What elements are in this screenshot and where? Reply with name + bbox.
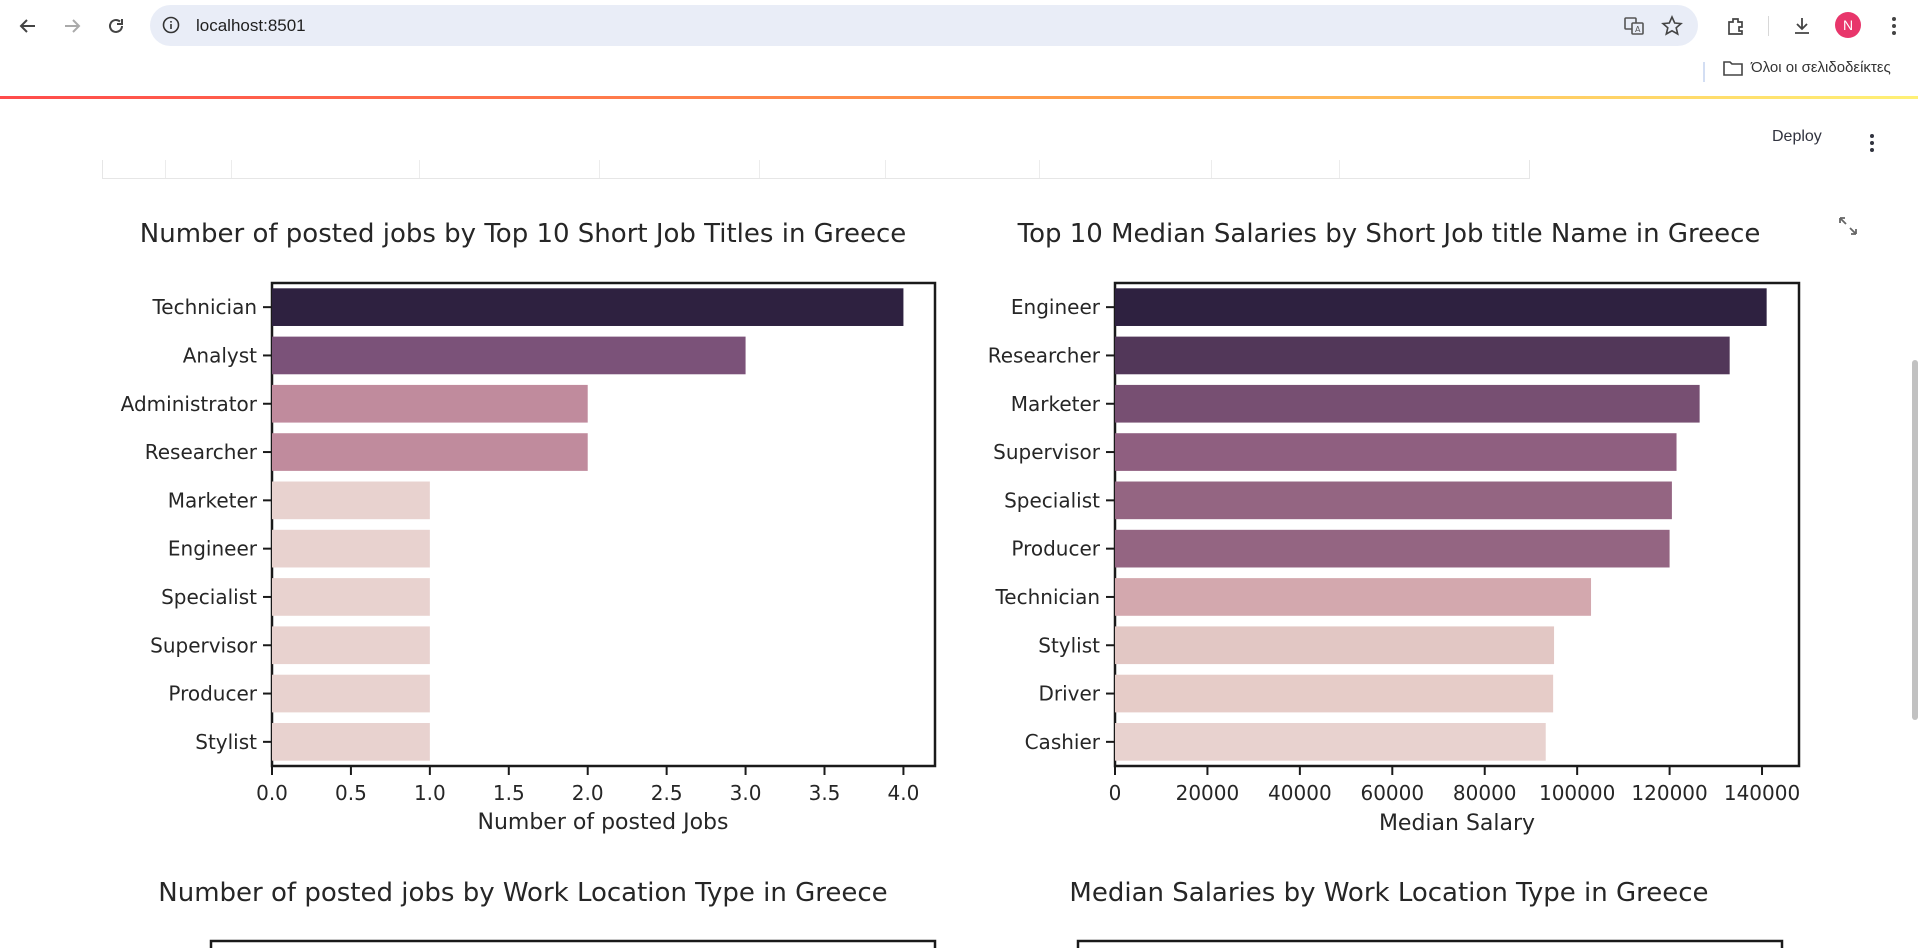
arrow-right-icon xyxy=(65,19,81,33)
y-tick-label: Engineer xyxy=(1011,295,1101,319)
y-tick-label: Supervisor xyxy=(150,633,258,657)
y-tick-label: Cashier xyxy=(1025,730,1101,754)
bar xyxy=(1115,384,1700,423)
download-icon[interactable] xyxy=(1788,12,1816,40)
y-tick-label: Producer xyxy=(1011,537,1100,561)
y-tick-label: Technician xyxy=(994,585,1100,609)
section-title-work-location-count: Number of posted jobs by Work Location T… xyxy=(158,878,887,908)
extensions-icon[interactable] xyxy=(1722,12,1750,40)
chart-title: Top 10 Median Salaries by Short Job titl… xyxy=(1017,219,1761,249)
bar xyxy=(1115,336,1730,375)
bar xyxy=(272,384,588,423)
all-bookmarks-label: Όλοι οι σελιδοδείκτες xyxy=(1751,59,1891,76)
app-decoration-line xyxy=(0,96,1918,99)
x-tick-label: 0.0 xyxy=(256,781,288,805)
profile-avatar[interactable]: N xyxy=(1835,12,1861,38)
next-chart-frame-right xyxy=(1076,939,1784,948)
reload-icon xyxy=(109,18,123,33)
bar xyxy=(272,626,430,665)
y-tick-label: Researcher xyxy=(145,440,258,464)
x-tick-label: 120000 xyxy=(1631,781,1707,805)
bar xyxy=(272,674,430,713)
y-tick-label: Specialist xyxy=(1004,488,1100,512)
star-icon[interactable] xyxy=(1660,14,1684,38)
chart-median-salary-by-title: Top 10 Median Salaries by Short Job titl… xyxy=(988,219,1801,836)
x-axis-label: Number of posted Jobs xyxy=(478,810,729,835)
bookmarks-bar xyxy=(0,52,1918,96)
y-tick-label: Analyst xyxy=(183,343,257,367)
bar xyxy=(272,433,588,471)
bookmarks-separator xyxy=(1703,62,1705,82)
bar xyxy=(272,481,430,520)
toolbar-divider xyxy=(1768,16,1769,36)
bar xyxy=(1115,288,1767,326)
address-bar[interactable]: localhost:8501 A xyxy=(150,5,1698,46)
forward-button[interactable] xyxy=(56,10,88,42)
y-tick-label: Marketer xyxy=(1011,392,1101,416)
x-tick-label: 2.5 xyxy=(651,781,683,805)
folder-icon xyxy=(1723,60,1743,76)
x-tick-label: 0.5 xyxy=(335,781,367,805)
x-tick-label: 0 xyxy=(1109,781,1122,805)
bar xyxy=(272,578,430,616)
bar xyxy=(1115,481,1672,520)
bar xyxy=(272,336,746,375)
all-bookmarks-folder[interactable]: Όλοι οι σελιδοδείκτες xyxy=(1723,59,1891,76)
x-tick-label: 140000 xyxy=(1724,781,1800,805)
x-tick-label: 40000 xyxy=(1268,781,1332,805)
browser-toolbar: localhost:8501 A N xyxy=(0,0,1918,50)
y-tick-label: Stylist xyxy=(195,730,257,754)
svg-text:A: A xyxy=(1635,25,1641,34)
chart-jobs-by-title: Number of posted jobs by Top 10 Short Jo… xyxy=(121,219,937,835)
y-tick-label: Stylist xyxy=(1038,633,1100,657)
page-scrollbar[interactable] xyxy=(1912,360,1918,720)
site-info-icon[interactable] xyxy=(161,15,181,35)
chart-title: Number of posted jobs by Top 10 Short Jo… xyxy=(140,219,906,249)
app-menu-button[interactable] xyxy=(1862,128,1882,158)
bar xyxy=(272,529,430,568)
y-tick-label: Researcher xyxy=(988,343,1101,367)
x-tick-label: 4.0 xyxy=(888,781,920,805)
bar xyxy=(1115,723,1546,761)
x-tick-label: 1.5 xyxy=(493,781,525,805)
x-axis-label: Median Salary xyxy=(1379,811,1535,836)
y-tick-label: Driver xyxy=(1038,682,1100,706)
y-tick-label: Supervisor xyxy=(993,440,1101,464)
y-tick-label: Marketer xyxy=(168,488,258,512)
y-tick-label: Administrator xyxy=(121,392,258,416)
next-chart-frame-left xyxy=(209,939,937,948)
bar xyxy=(1115,529,1670,568)
kebab-icon xyxy=(1870,134,1874,152)
y-tick-label: Engineer xyxy=(168,537,258,561)
bar xyxy=(1115,578,1592,616)
x-tick-label: 1.0 xyxy=(414,781,446,805)
dataframe-bottom-edge xyxy=(102,160,1530,179)
reload-button[interactable] xyxy=(100,10,132,42)
bar xyxy=(1115,626,1555,665)
fullscreen-icon[interactable] xyxy=(1838,216,1858,236)
url-text[interactable]: localhost:8501 xyxy=(196,16,306,35)
browser-menu-icon[interactable] xyxy=(1880,12,1908,40)
x-tick-label: 20000 xyxy=(1176,781,1240,805)
deploy-button[interactable]: Deploy xyxy=(1772,128,1822,145)
y-tick-label: Producer xyxy=(168,682,257,706)
bar xyxy=(272,288,904,326)
bar xyxy=(272,723,430,761)
arrow-left-icon xyxy=(19,19,35,33)
x-tick-label: 3.0 xyxy=(730,781,762,805)
y-tick-label: Specialist xyxy=(161,585,257,609)
bar xyxy=(1115,674,1554,713)
bar xyxy=(1115,433,1677,471)
x-tick-label: 2.0 xyxy=(572,781,604,805)
x-tick-label: 80000 xyxy=(1453,781,1517,805)
translate-icon[interactable]: A xyxy=(1622,14,1646,38)
section-title-work-location-salary: Median Salaries by Work Location Type in… xyxy=(1069,878,1708,908)
x-tick-label: 100000 xyxy=(1539,781,1615,805)
back-button[interactable] xyxy=(12,10,44,42)
y-tick-label: Technician xyxy=(151,295,257,319)
x-tick-label: 3.5 xyxy=(809,781,841,805)
x-tick-label: 60000 xyxy=(1360,781,1424,805)
